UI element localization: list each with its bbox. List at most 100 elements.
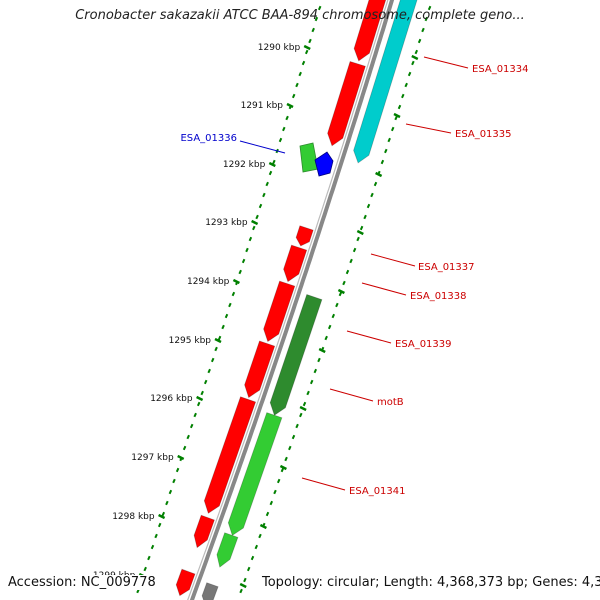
cds-esa-01338 [283, 244, 308, 283]
inner-ring-dot [210, 357, 215, 363]
kbp-label: 1295 kbp [169, 336, 212, 346]
backbone-inner [187, 0, 389, 600]
callout-line [405, 123, 452, 134]
inner-ring-dot [224, 313, 229, 319]
inner-ring-dot [157, 522, 162, 528]
gene-label[interactable]: ESA_01341 [349, 486, 406, 497]
outer-ring-dot [384, 148, 388, 154]
callout-line [361, 282, 407, 296]
kbp-label: 1296 kbp [150, 394, 193, 404]
outer-ring-dot [390, 126, 395, 132]
cds-esa-01337 [295, 225, 314, 247]
kbp-label: 1291 kbp [241, 101, 284, 111]
outer-major-tick [318, 347, 326, 354]
kbp-major-tick [196, 395, 204, 402]
gene-label[interactable]: ESA_01339 [395, 339, 452, 350]
cds-esa-01335 [327, 61, 366, 147]
outer-ring-dot [306, 390, 310, 396]
cds-esa-01336-green [299, 142, 319, 173]
inner-ring-dot [207, 368, 211, 374]
inner-ring-dot [203, 379, 208, 385]
inner-ring-dot [278, 137, 283, 143]
inner-ring-dot [143, 566, 147, 572]
gene-label[interactable]: ESA_01335 [455, 129, 512, 140]
outer-major-tick [259, 523, 267, 530]
inner-ring-dot [301, 60, 306, 66]
outer-ring-dot [276, 478, 281, 484]
kbp-label: 1290 kbp [258, 43, 301, 53]
gene-label[interactable]: ESA_01337 [418, 262, 475, 273]
kbp-label: 1292 kbp [223, 160, 266, 170]
outer-ring-dot [269, 500, 274, 506]
gene-label[interactable]: ESA_01334 [472, 64, 529, 75]
inner-ring-dot [304, 49, 309, 55]
cds-green-light [227, 412, 283, 537]
inner-ring-dot [241, 258, 246, 264]
topology-text: Topology: circular; Length: 4,368,373 bp… [262, 575, 600, 590]
inner-ring-dot [268, 170, 273, 176]
cds-bottom [175, 568, 196, 597]
outer-ring-dot [288, 445, 292, 451]
inner-ring-dot [196, 401, 201, 407]
inner-ring-dot [262, 192, 266, 198]
gene-label[interactable]: motB [377, 397, 404, 408]
outer-ring-dot [258, 533, 262, 539]
outer-ring-dot [280, 467, 285, 473]
callout-line [370, 253, 416, 267]
inner-ring-dot [217, 335, 222, 341]
outer-ring-dot [284, 456, 288, 462]
kbp-major-tick [232, 278, 240, 285]
outer-ring-dot [359, 225, 364, 231]
inner-ring-dot [285, 115, 289, 121]
outer-ring-dot [250, 555, 255, 561]
outer-ring-dot [352, 247, 357, 253]
outer-ring-dot [366, 203, 371, 209]
inner-ring-dot [186, 434, 190, 440]
outer-ring-dot [349, 258, 353, 264]
outer-ring-dot [331, 313, 336, 319]
cds-green-dark [269, 293, 323, 416]
kbp-label: 1294 kbp [187, 277, 230, 287]
cds-esa-01341-region [203, 396, 257, 514]
outer-ring-dot [404, 82, 408, 88]
inner-ring-dot [282, 126, 286, 132]
accession-text: Accession: NC_009778 [8, 575, 156, 590]
outer-ring-dot [380, 159, 385, 165]
outer-ring-dot [411, 60, 415, 66]
gene-label[interactable]: ESA_01338 [410, 291, 467, 302]
gene-labels: ESA_01334 ESA_01335 ESA_01336 ESA_01337 ESA_… [180, 56, 529, 497]
outer-ring-dot [397, 104, 402, 110]
outer-major-tick [411, 54, 419, 61]
inner-ring-dot [272, 159, 276, 165]
outer-major-tick [299, 405, 307, 412]
inner-ring-dot [214, 346, 218, 352]
kbp-major-tick [214, 337, 222, 344]
kbp-major-tick [303, 44, 311, 51]
outer-ring-dot [299, 412, 303, 418]
callout-line [301, 477, 346, 491]
inner-ring-dot [193, 412, 197, 418]
outer-ring-dot [273, 489, 277, 495]
kbp-major-tick [251, 219, 259, 226]
cds-grey-bottom [201, 582, 219, 600]
kbp-label: 1297 kbp [131, 453, 174, 463]
kbp-label: 1298 kbp [112, 512, 155, 522]
outer-ring-dot [254, 544, 259, 550]
kbp-major-tick [268, 161, 276, 168]
gene-label[interactable]: ESA_01336 [180, 133, 237, 144]
inner-ring-dot [238, 269, 242, 275]
outer-ring-dot [327, 324, 332, 330]
outer-ring-dot [417, 38, 422, 44]
cds-motb-region [244, 340, 276, 399]
backbone-outer [189, 0, 395, 600]
outer-ring-dot [243, 577, 247, 583]
outer-ring-dot [387, 137, 391, 143]
outer-ring-dot [291, 434, 296, 440]
outer-ring-dot [239, 588, 243, 594]
inner-ring-dot [245, 247, 249, 253]
inner-ring-dot [252, 225, 256, 231]
inner-ring-dot [168, 489, 173, 495]
cds-esa-01339 [263, 280, 296, 343]
